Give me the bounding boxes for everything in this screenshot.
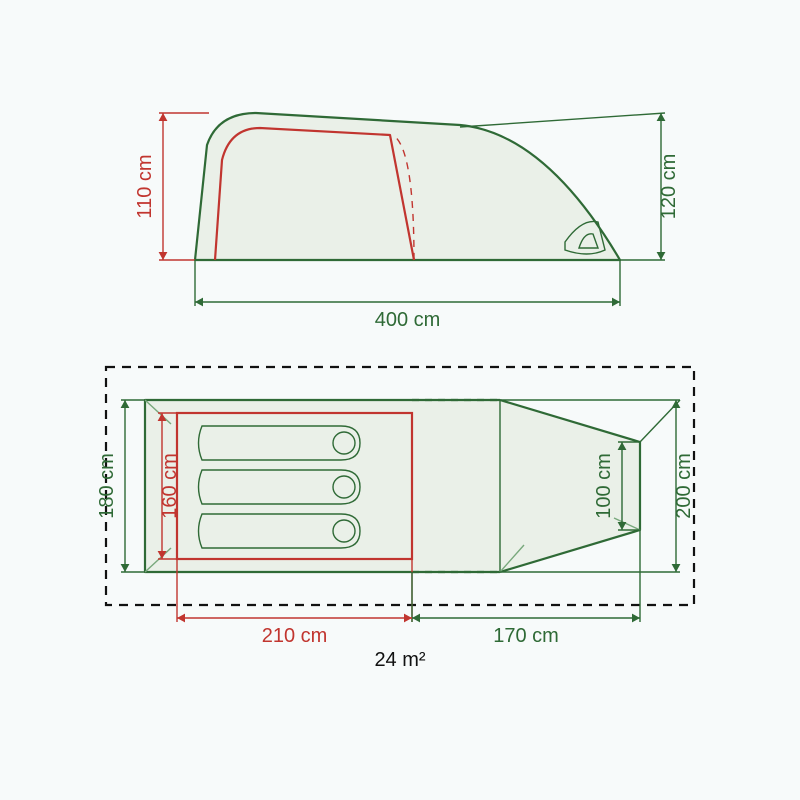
dim-height-inner: 110 cm — [134, 154, 156, 218]
dim-plan-inner-w: 160 cm — [159, 453, 181, 519]
footprint-area-label: 24 m² — [374, 649, 425, 671]
dim-plan-porch-len: 170 cm — [493, 625, 559, 647]
side-outer-profile — [195, 113, 620, 260]
dim-plan-door-w: 100 cm — [593, 453, 615, 519]
dim-height-outer: 120 cm — [658, 154, 680, 220]
dim-plan-full-w: 200 cm — [673, 453, 695, 519]
dim-length: 400 cm — [375, 309, 441, 331]
dim-plan-sleep-len: 210 cm — [262, 625, 328, 647]
dim-plan-outer-w: 180 cm — [96, 453, 118, 519]
